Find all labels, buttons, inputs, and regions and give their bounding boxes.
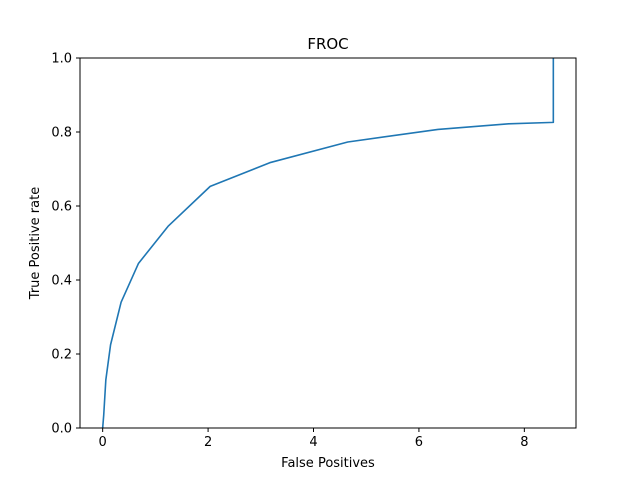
x-tick-label: 8 <box>520 435 528 450</box>
y-tick-label: 0.2 <box>51 348 72 363</box>
axes-frame <box>79 57 577 429</box>
y-tick-label: 1.0 <box>51 52 72 67</box>
chart-title: FROC <box>307 35 348 53</box>
y-tick-label: 0.0 <box>51 422 72 437</box>
x-axis-label: False Positives <box>281 456 375 471</box>
x-tick-label: 6 <box>415 435 423 450</box>
froc-curve-line <box>101 58 555 429</box>
x-axis: 0 2 4 6 8 <box>99 428 528 450</box>
y-tick-label: 0.4 <box>51 274 72 289</box>
y-axis: 0.0 0.2 0.4 0.6 0.8 1.0 <box>51 52 80 437</box>
x-tick-label: 2 <box>204 435 212 450</box>
x-tick-label: 4 <box>309 435 317 450</box>
plot-area <box>101 58 555 429</box>
y-tick-label: 0.8 <box>51 126 72 141</box>
y-tick-label: 0.6 <box>51 200 72 215</box>
x-tick-label: 0 <box>99 435 107 450</box>
y-axis-label: True Positive rate <box>28 187 43 300</box>
